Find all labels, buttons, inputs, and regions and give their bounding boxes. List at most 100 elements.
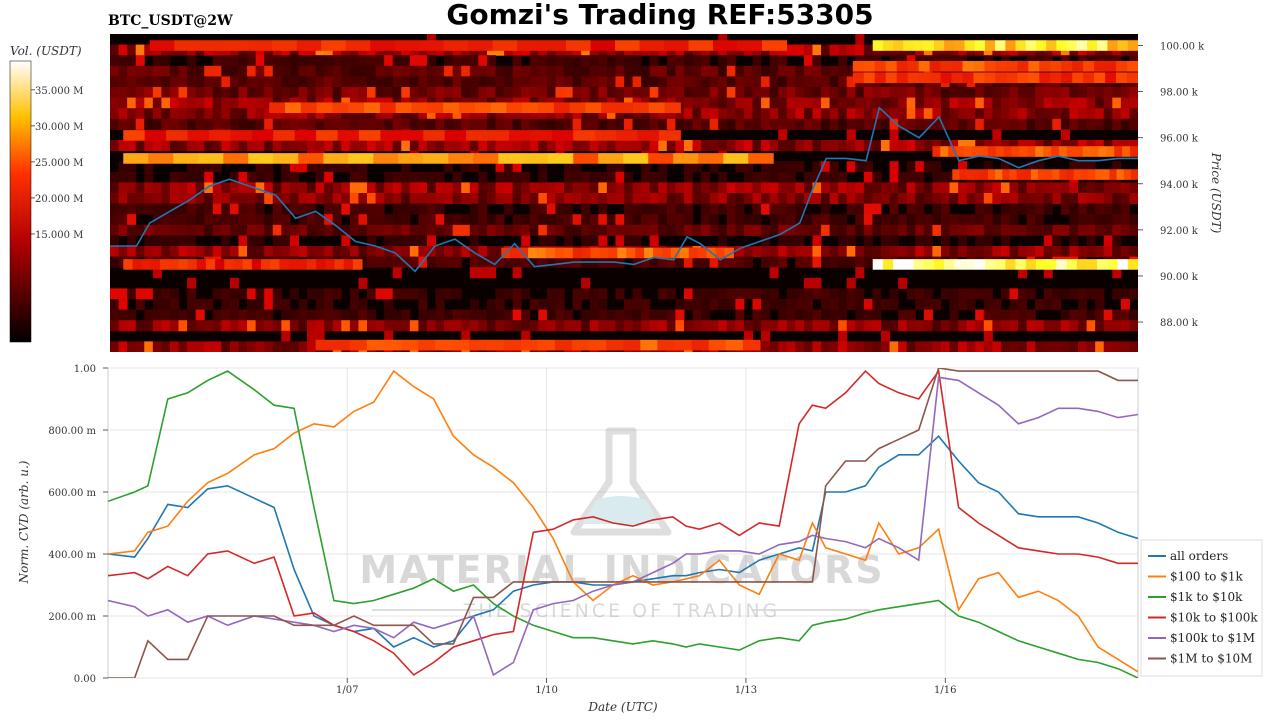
heatmap-cell (504, 203, 514, 215)
heatmap-cell (761, 182, 771, 194)
heatmap-cell (975, 320, 985, 332)
heatmap-cell (307, 118, 317, 130)
heatmap-cell (709, 182, 719, 194)
heatmap-cell (1060, 203, 1070, 215)
heatmap-cell (118, 288, 128, 300)
heatmap-cell (829, 44, 839, 56)
heatmap-cell (915, 341, 925, 352)
heatmap-cell (221, 108, 231, 120)
heatmap-cell (838, 55, 848, 67)
heatmap-liquidity-band (366, 339, 385, 351)
heatmap-cell (1000, 55, 1010, 67)
heatmap-cell (118, 299, 128, 311)
heatmap-cell (426, 256, 437, 268)
heatmap-cell (803, 97, 813, 109)
heatmap-cell (606, 76, 616, 88)
heatmap-liquidity-band (443, 40, 469, 51)
heatmap-cell (247, 171, 257, 183)
heatmap-cell (641, 65, 651, 77)
heatmap-cell (949, 140, 959, 152)
heatmap-cell (821, 44, 831, 56)
heatmap-cell (769, 140, 779, 152)
heatmap-cell (821, 140, 831, 152)
heatmap-cell (692, 55, 702, 67)
heatmap-cell (367, 108, 377, 120)
heatmap-cell (889, 299, 899, 311)
heatmap-cell (838, 235, 848, 247)
heatmap-liquidity-band (419, 40, 445, 51)
heatmap-cell (863, 193, 873, 205)
heatmap-cell (581, 118, 591, 130)
heatmap-cell (486, 224, 496, 236)
heatmap-cell (829, 256, 839, 268)
heatmap-cell (272, 224, 282, 236)
heatmap-cell (795, 44, 805, 56)
heatmap-cell (195, 193, 205, 205)
heatmap-liquidity-band (918, 72, 931, 84)
heatmap-cell (624, 203, 634, 215)
heatmap-cell (444, 246, 454, 258)
heatmap-cell (135, 140, 145, 152)
heatmap-cell (229, 246, 239, 258)
heatmap-liquidity-band (196, 259, 207, 270)
heatmap-cell (221, 65, 231, 77)
heatmap-liquidity-band (974, 40, 986, 51)
heatmap-cell (1035, 118, 1045, 130)
heatmap-liquidity-band (973, 60, 985, 72)
heatmap-cell (658, 203, 668, 215)
heatmap-liquidity-band (637, 130, 660, 141)
heatmap-liquidity-band (1015, 40, 1027, 51)
heatmap-cell (418, 193, 428, 205)
heatmap-cell (898, 277, 908, 289)
heatmap-cell (349, 65, 359, 77)
heatmap-cell (658, 182, 668, 194)
heatmap-cell (281, 182, 291, 194)
heatmap-cell (1086, 182, 1096, 194)
heatmap-cell (709, 214, 719, 226)
heatmap-cell (161, 299, 171, 311)
heatmap-cell (975, 140, 985, 152)
heatmap-cell (478, 118, 488, 130)
heatmap-cell (204, 65, 214, 77)
heatmap-liquidity-band (123, 259, 133, 270)
heatmap-cell (803, 44, 813, 56)
heatmap-cell (589, 235, 599, 247)
heatmap-cell (512, 288, 522, 300)
heatmap-cell (838, 330, 848, 342)
heatmap-cell (452, 76, 462, 88)
heatmap-cell (983, 182, 993, 194)
heatmap-cell (435, 214, 445, 226)
heatmap-liquidity-band (444, 130, 467, 141)
heatmap-cell (478, 140, 488, 152)
heatmap-cell (1069, 161, 1079, 173)
heatmap-cell (838, 118, 848, 130)
heatmap-cell (324, 55, 334, 67)
heatmap-cell (212, 97, 222, 109)
heatmap-cell (983, 299, 993, 311)
heatmap-cell (761, 118, 771, 130)
heatmap-cell (341, 203, 351, 215)
heatmap-liquidity-band (940, 146, 949, 157)
heatmap-cell (187, 97, 197, 109)
heatmap-cell (1000, 203, 1010, 215)
cvd-ytick-label: 0.00 (74, 674, 96, 685)
heatmap-cell (529, 65, 539, 77)
heatmap-cell (504, 171, 514, 183)
heatmap-cell (221, 182, 231, 194)
heatmap-cell (169, 235, 180, 247)
heatmap-cell (872, 182, 882, 194)
heatmap-liquidity-band (913, 259, 925, 270)
heatmap-cell (821, 288, 831, 300)
heatmap-cell (324, 161, 334, 173)
heatmap-cell (624, 214, 634, 226)
heatmap-cell (264, 224, 274, 236)
heatmap-cell (769, 65, 779, 77)
heatmap-cell (384, 288, 394, 300)
heatmap-cell (315, 118, 325, 130)
heatmap-cell (281, 171, 291, 183)
heatmap-cell (255, 299, 265, 311)
heatmap-liquidity-band (1038, 169, 1046, 180)
heatmap-cell (615, 76, 625, 88)
heatmap-cell (589, 224, 599, 236)
heatmap-cell (1086, 288, 1096, 300)
